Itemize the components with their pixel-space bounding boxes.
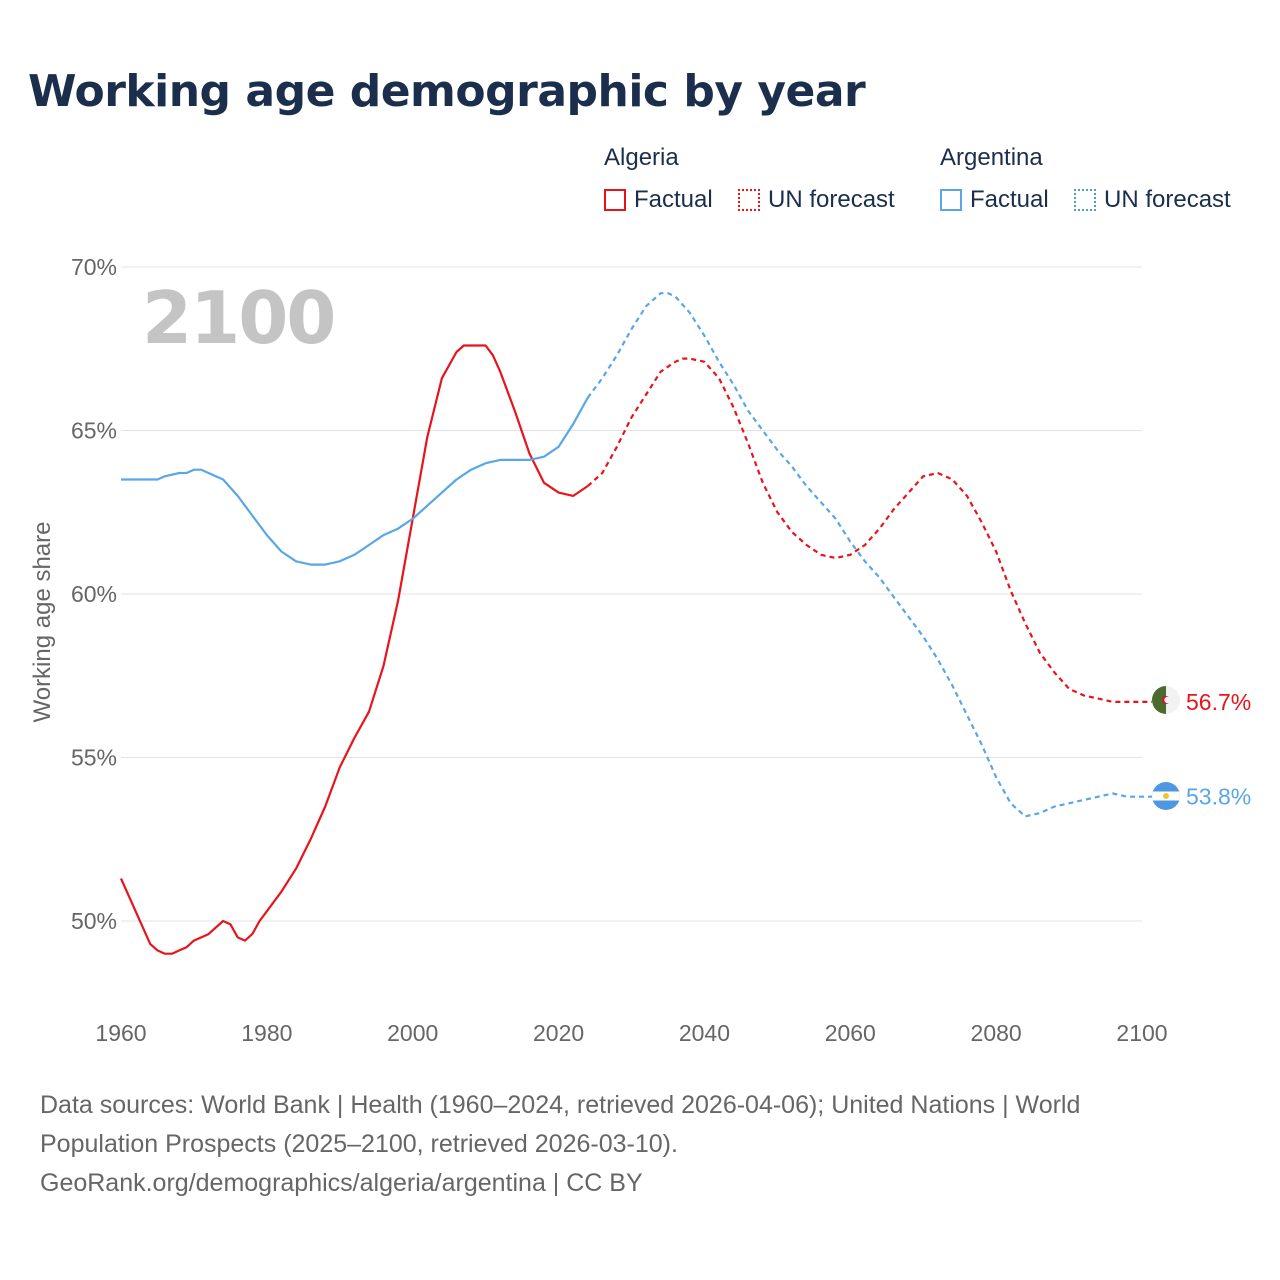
year-watermark: 2100 <box>142 276 334 360</box>
legend-label: UN forecast <box>768 186 895 213</box>
flag-argentina-icon <box>1152 782 1180 810</box>
x-tick-label: 2060 <box>825 1020 876 1046</box>
legend-entry-argentina-forecast[interactable]: UN forecast <box>1074 186 1231 214</box>
footer-sources: Data sources: World Bank | Health (1960–… <box>40 1091 1081 1158</box>
x-tick-label: 2080 <box>971 1020 1022 1046</box>
end-label-algeria: 56.7% <box>1186 689 1251 715</box>
y-tick-label: 50% <box>71 908 117 934</box>
x-tick-label: 2100 <box>1116 1020 1167 1046</box>
y-tick-label: 60% <box>71 581 117 607</box>
x-tick-label: 1980 <box>241 1020 292 1046</box>
dotted-swatch-icon <box>738 189 760 211</box>
series-line-algeria-factual[interactable] <box>119 344 589 955</box>
solid-swatch-icon <box>940 189 962 211</box>
y-axis-title: Working age share <box>29 522 56 723</box>
x-tick-label: 2040 <box>679 1020 730 1046</box>
dotted-swatch-icon <box>1074 189 1096 211</box>
series-line-argentina-forecast[interactable] <box>586 292 1152 818</box>
x-tick-label: 2000 <box>387 1020 438 1046</box>
series-line-algeria-forecast[interactable] <box>586 357 1152 703</box>
y-tick-label: 55% <box>71 745 117 771</box>
legend-entry-algeria-forecast[interactable]: UN forecast <box>738 186 895 214</box>
x-tick-label: 1960 <box>95 1020 146 1046</box>
solid-swatch-icon <box>604 189 626 211</box>
flag-algeria-icon <box>1152 686 1180 714</box>
x-tick-label: 2020 <box>533 1020 584 1046</box>
legend-country-argentina: Argentina <box>940 144 1043 171</box>
legend-entry-algeria-factual[interactable]: Factual <box>604 186 713 214</box>
chart-title: Working age demographic by year <box>28 66 866 117</box>
y-tick-label: 70% <box>71 254 117 280</box>
legend-entry-argentina-factual[interactable]: Factual <box>940 186 1049 214</box>
legend-label: UN forecast <box>1104 186 1231 213</box>
legend-country-algeria: Algeria <box>604 144 679 171</box>
legend-label: Factual <box>970 186 1049 213</box>
series-line-argentina-factual[interactable] <box>121 397 589 566</box>
footer-credit: GeoRank.org/demographics/algeria/argenti… <box>40 1169 643 1197</box>
end-label-argentina: 53.8% <box>1186 784 1251 810</box>
legend-label: Factual <box>634 186 713 213</box>
footer: Data sources: World Bank | Health (1960–… <box>40 1086 1180 1203</box>
y-tick-label: 65% <box>71 418 117 444</box>
